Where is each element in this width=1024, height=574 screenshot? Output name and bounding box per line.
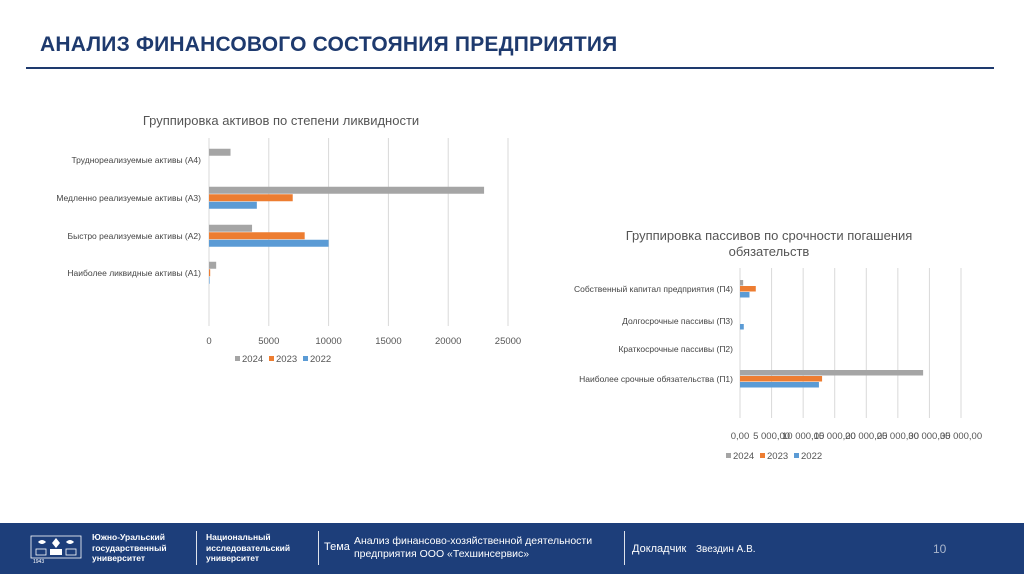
footer-divider <box>196 531 197 565</box>
tick-label: 15 000,00 <box>814 431 856 442</box>
tick-label: 5000 <box>258 336 279 347</box>
footer-bar: 1943 Южно-Уральский государственный унив… <box>0 523 1024 574</box>
legend-swatch-2024 <box>235 356 240 361</box>
university-name: Южно-Уральский государственный университ… <box>92 532 167 563</box>
bar-2024 <box>209 148 231 156</box>
page-title: АНАЛИЗ ФИНАНСОВОГО СОСТОЯНИЯ ПРЕДПРИЯТИЯ <box>40 33 618 56</box>
bar-2024 <box>209 261 217 269</box>
footer-divider <box>318 531 319 565</box>
bar-2022 <box>209 276 210 284</box>
tick-label: 20 000,00 <box>845 431 887 442</box>
bar-2022 <box>209 201 257 209</box>
title-divider <box>26 67 994 69</box>
bar-2023 <box>209 232 305 240</box>
topic-label: Тема <box>324 541 350 553</box>
legend-swatch-2024 <box>726 453 731 458</box>
svg-text:1943: 1943 <box>33 559 44 564</box>
legend-label: 2024 <box>242 354 263 365</box>
legend-swatch-2022 <box>303 356 308 361</box>
category-label: Собственный капитал предприятия (П4) <box>574 284 733 294</box>
speaker-label: Докладчик <box>632 543 687 555</box>
tick-label: 5 000,00 <box>753 431 790 442</box>
legend-label: 2022 <box>310 354 331 365</box>
category-label: Медленно реализуемые активы (А3) <box>56 193 201 203</box>
legend-swatch-2022 <box>794 453 799 458</box>
tick-label: 10000 <box>315 336 341 347</box>
topic-text: Анализ финансово-хозяйственной деятельно… <box>354 535 593 560</box>
tick-label: 35 000,00 <box>940 431 982 442</box>
bar-2023 <box>209 269 211 277</box>
tick-label: 25 000,00 <box>877 431 919 442</box>
legend-label: 2023 <box>276 354 297 365</box>
legend-swatch-2023 <box>269 356 274 361</box>
bar-2024 <box>209 186 485 194</box>
category-label: Долгосрочные пассивы (П3) <box>622 316 733 326</box>
tick-label: 20000 <box>435 336 461 347</box>
university-logo: 1943 <box>30 534 82 565</box>
legend-swatch-2023 <box>760 453 765 458</box>
bar-2022 <box>740 324 744 330</box>
tick-label: 25000 <box>495 336 521 347</box>
tick-label: 0,00 <box>731 431 750 442</box>
tick-label: 15000 <box>375 336 401 347</box>
legend-label: 2023 <box>767 451 788 462</box>
bar-2023 <box>740 376 823 382</box>
bar-2024 <box>740 370 924 376</box>
legend-label: 2022 <box>801 451 822 462</box>
speaker-name: Звездин А.В. <box>696 544 756 555</box>
tick-label: 0 <box>206 336 211 347</box>
chart-title: обязательств <box>729 244 810 259</box>
category-label: Краткосрочные пассивы (П2) <box>618 344 733 354</box>
bar-2022 <box>740 292 750 298</box>
category-label: Наиболее ликвидные активы (А1) <box>67 268 201 278</box>
bar-2022 <box>740 382 819 388</box>
bar-2022 <box>209 239 329 247</box>
page-number: 10 <box>933 542 947 556</box>
bar-2024 <box>740 280 744 286</box>
bar-2024 <box>209 224 253 232</box>
category-label: Наиболее срочные обязательства (П1) <box>579 374 733 384</box>
tick-label: 10 000,00 <box>782 431 824 442</box>
bar-2023 <box>740 286 756 292</box>
footer-divider <box>624 531 625 565</box>
tick-label: 30 000,00 <box>908 431 950 442</box>
university-status: Национальный исследовательский университ… <box>206 532 291 563</box>
chart-title: Группировка активов по степени ликвиднос… <box>143 113 419 128</box>
category-label: Быстро реализуемые активы (А2) <box>68 231 202 241</box>
bar-2023 <box>209 194 293 202</box>
legend-label: 2024 <box>733 451 754 462</box>
category-label: Труднореализуемые активы (А4) <box>71 155 201 165</box>
chart-title: Группировка пассивов по срочности погаше… <box>626 228 913 243</box>
